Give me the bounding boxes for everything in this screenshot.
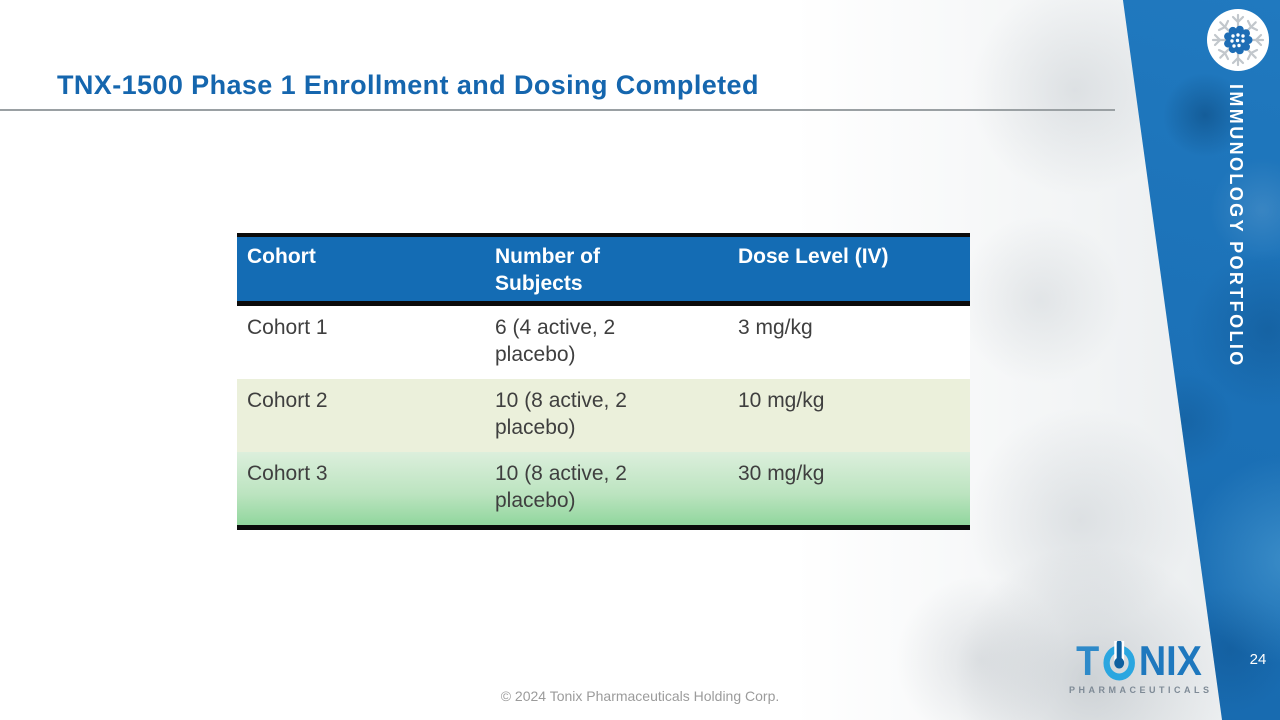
cell-cohort: Cohort 3 <box>247 462 328 485</box>
table-row: Cohort 3 10 (8 active, 2 placebo) 30 mg/… <box>237 452 970 528</box>
cell-subjects: 6 (4 active, 2 placebo) <box>495 316 616 366</box>
table-row: Cohort 1 6 (4 active, 2 placebo) 3 mg/kg <box>237 303 970 379</box>
table-row: Cohort 2 10 (8 active, 2 placebo) 10 mg/… <box>237 379 970 452</box>
logo-pharmaceuticals-label: PHARMACEUTICALS <box>1069 685 1213 695</box>
cohort-table: Cohort Number of Subjects Dose Level (IV… <box>237 233 970 530</box>
page-title: TNX-1500 Phase 1 Enrollment and Dosing C… <box>57 70 759 100</box>
tonix-wordmark: T NIX <box>1072 637 1207 684</box>
cell-subjects: 10 (8 active, 2 placebo) <box>495 462 627 512</box>
cell-cohort: Cohort 1 <box>247 316 328 339</box>
logo-letter-t: T <box>1076 637 1100 684</box>
logo-power-o-icon <box>1103 641 1135 681</box>
cell-subjects: 10 (8 active, 2 placebo) <box>495 389 627 439</box>
cell-dose: 10 mg/kg <box>738 389 825 412</box>
cell-dose: 30 mg/kg <box>738 462 825 485</box>
logo-letters-nix: NIX <box>1138 637 1202 684</box>
column-header-dose: Dose Level (IV) <box>728 235 970 306</box>
page-number: 24 <box>1249 651 1267 668</box>
copyright-text: © 2024 Tonix Pharmaceuticals Holding Cor… <box>500 688 780 704</box>
cell-dose: 3 mg/kg <box>738 316 813 339</box>
sidebar-portfolio-label: IMMUNOLOGY PORTFOLIO <box>1226 84 1246 368</box>
column-header-subjects: Number of Subjects <box>485 235 728 306</box>
immunology-molecule-icon <box>1206 8 1270 72</box>
cell-cohort: Cohort 2 <box>247 389 328 412</box>
title-underline <box>0 109 1115 111</box>
column-header-cohort: Cohort <box>237 235 485 306</box>
tonix-logo: T NIX PHARMACEUTICALS <box>1064 637 1214 695</box>
table-header-row: Cohort Number of Subjects Dose Level (IV… <box>237 235 970 306</box>
